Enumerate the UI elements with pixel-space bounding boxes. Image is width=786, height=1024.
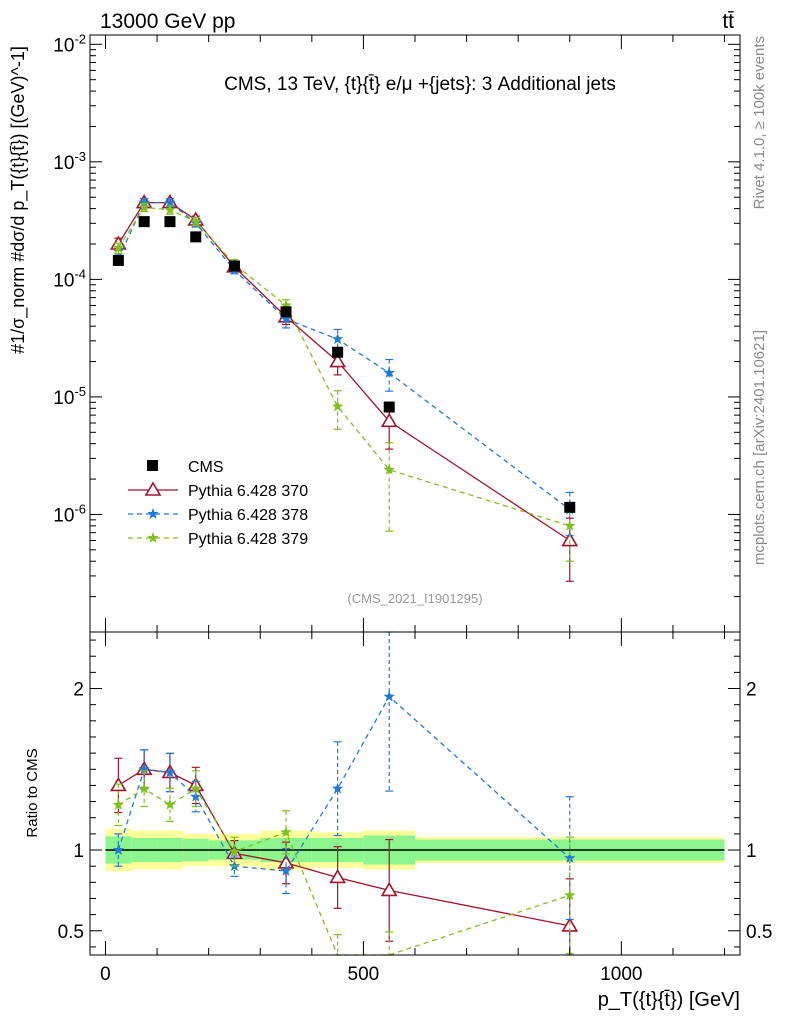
data-point (383, 366, 395, 378)
legend-item: CMS (147, 459, 224, 476)
collision-label: 13000 GeV pp (100, 10, 235, 33)
series-line (117, 201, 571, 542)
data-point (561, 531, 579, 547)
series-line (117, 206, 570, 527)
series-cms-data (112, 216, 576, 513)
data-point (138, 201, 150, 213)
cms-data-point (383, 401, 395, 413)
ratio-tick-label: 0.5 (58, 922, 84, 943)
data-point (329, 352, 347, 368)
mcplots-credit-label: mcplots.cern.ch [arXiv:2401.10621] (751, 330, 768, 565)
data-point (147, 508, 159, 519)
ratio-tick-label: 1 (73, 841, 84, 862)
data-point (383, 463, 395, 475)
series-line (117, 201, 571, 511)
ratio-tick-label-right: 2 (746, 680, 757, 701)
cms-data-point (164, 216, 176, 228)
cms-data-point (190, 231, 202, 243)
y-tick-label: 10-3 (53, 149, 86, 174)
data-point (112, 798, 125, 810)
legend-label: Pythia 6.428 370 (188, 483, 308, 500)
data-point (164, 798, 176, 810)
ratio-tick-label-right: 0.5 (746, 922, 772, 943)
ratio-tick-label: 2 (73, 680, 84, 701)
data-point (380, 412, 398, 428)
legend: CMS Pythia 6.428 370 Pythia 6.428 378 Pythi… (128, 459, 308, 548)
cms-data-point (112, 254, 124, 266)
rivet-version-label: Rivet 4.1.0, ≥ 100k events (751, 36, 768, 209)
x-tick-label: 500 (348, 964, 380, 985)
data-point (138, 763, 150, 775)
data-point (147, 532, 159, 543)
series-pythia-6-428-379 (112, 201, 576, 562)
data-point (190, 782, 202, 794)
data-point (380, 881, 398, 897)
y-tick-label: 10-5 (53, 384, 86, 409)
data-point (112, 844, 125, 855)
legend-item: Pythia 6.428 379 (128, 531, 308, 548)
x-axis-label: p_T({t}{t̄}) [GeV] (598, 989, 740, 1011)
data-point (280, 299, 292, 311)
data-point (138, 782, 150, 794)
x-tick-label: 1000 (600, 964, 642, 985)
analysis-id-label: (CMS_2021_I1901295) (347, 591, 482, 606)
series-pythia-6-428-370 (109, 194, 579, 582)
data-point (564, 889, 576, 901)
data-point (112, 242, 125, 253)
ratio-panel: 0 500 1000 0.5 0.5 1 1 2 2 (58, 631, 772, 985)
cms-data-point (332, 346, 344, 358)
y-axis-label-text: #1/σ_norm #dσ/d p_T({t}{t̄}) [(GeV)^-1] (8, 46, 29, 354)
data-point (280, 313, 292, 324)
ratio-series-pythia-6-428-378 (112, 631, 576, 921)
y-axis-label: #1/σ_norm #dσ/d p_T({t}{t̄}) [(GeV)^-1] (8, 46, 29, 354)
chart-title: CMS, 13 TeV, {t}{t̄} e/μ +{jets}: 3 Addi… (224, 74, 616, 95)
data-point (383, 690, 395, 702)
y-tick-label: 10-4 (53, 266, 86, 291)
ratio-line (118, 787, 571, 956)
legend-label: Pythia 6.428 378 (188, 507, 308, 524)
legend-item: Pythia 6.428 370 (128, 481, 308, 500)
ratio-y-axis-label: Ratio to CMS (24, 748, 41, 837)
main-panel: 10-2 10-3 10-4 10-5 10-6 CMS, 13 TeV, {t}{t̄… (53, 31, 741, 633)
legend-item: Pythia 6.428 378 (128, 507, 308, 524)
x-tick-label: 0 (100, 964, 111, 985)
legend-cms-marker (147, 460, 158, 471)
data-point (331, 333, 344, 344)
data-point (228, 845, 241, 857)
cms-data-point (564, 501, 576, 513)
process-label: tt̄ (722, 10, 734, 33)
data-point (564, 852, 576, 863)
cms-data-point (228, 260, 240, 272)
legend-label: CMS (188, 459, 224, 476)
y-tick-label: 10-6 (53, 501, 86, 526)
legend-label: Pythia 6.428 379 (188, 531, 308, 548)
data-point (280, 826, 292, 838)
data-point (190, 215, 202, 227)
data-point (164, 196, 176, 208)
data-point (329, 868, 347, 884)
data-point (164, 203, 176, 215)
cms-data-point (280, 306, 292, 318)
data-point (144, 481, 162, 496)
data-point (164, 766, 176, 778)
y-tick-label: 10-2 (53, 31, 86, 56)
ratio-tick-label-right: 1 (746, 841, 757, 862)
data-point (280, 865, 292, 876)
cms-data-point (138, 216, 150, 228)
data-point (331, 400, 344, 412)
data-point (331, 782, 344, 794)
data-point (564, 519, 576, 531)
data-point (190, 790, 202, 802)
